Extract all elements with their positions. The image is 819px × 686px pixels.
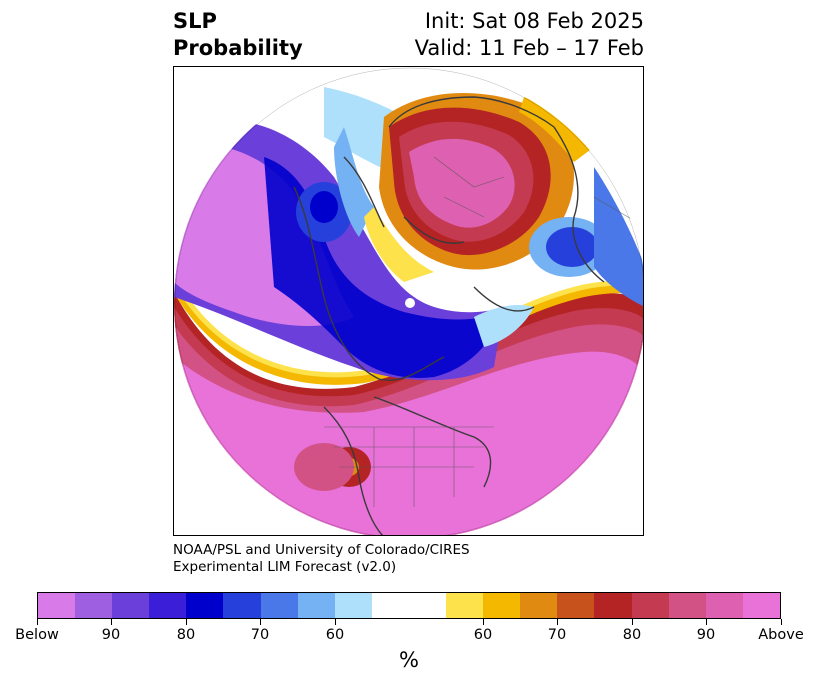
colorbar-swatch [149, 593, 187, 618]
colorbar-swatch [297, 593, 335, 618]
colorbar-tick [335, 619, 336, 625]
colorbar-swatch [38, 593, 76, 618]
credit-line-1: NOAA/PSL and University of Colorado/CIRE… [173, 542, 470, 558]
colorbar-tick-label: Below [15, 627, 59, 643]
colorbar-tick-label: 60 [473, 627, 493, 643]
colorbar-tick [632, 619, 633, 625]
colorbar-swatch [483, 593, 521, 618]
colorbar-tick [186, 619, 187, 625]
colorbar-swatch [594, 593, 632, 618]
data-credit: NOAA/PSL and University of Colorado/CIRE… [173, 542, 470, 576]
forecast-dates: Init: Sat 08 Feb 2025 Valid: 11 Feb – 17… [415, 8, 644, 62]
colorbar-swatch [668, 593, 706, 618]
colorbar-tick [557, 619, 558, 625]
credit-line-2: Experimental LIM Forecast (v2.0) [173, 559, 397, 575]
colorbar-swatch [112, 593, 150, 618]
colorbar-tick [260, 619, 261, 625]
colorbar-swatch [408, 593, 447, 618]
colorbar-swatch [631, 593, 669, 618]
init-date: Init: Sat 08 Feb 2025 [424, 9, 644, 33]
colorbar-swatch [705, 593, 743, 618]
colorbar-tick [781, 619, 782, 625]
colorbar-swatch [520, 593, 558, 618]
colorbar-swatch [186, 593, 224, 618]
below-blue-core [264, 157, 504, 378]
colorbar-tick [111, 619, 112, 625]
colorbar-tick [483, 619, 484, 625]
above-high-region [174, 351, 643, 535]
colorbar-tick-label: 90 [696, 627, 716, 643]
colorbar-tick-label: Above [758, 627, 804, 643]
colorbar-swatch [371, 593, 409, 618]
polar-map [173, 66, 644, 536]
colorbar [37, 592, 781, 619]
colorbar-tick-label: 90 [101, 627, 121, 643]
title-variable: SLP [173, 9, 217, 33]
map-title: SLP Probability [173, 8, 303, 62]
colorbar-tick-label: 80 [622, 627, 642, 643]
colorbar-swatch [223, 593, 261, 618]
colorbar-tick-label: 60 [325, 627, 345, 643]
colorbar-tick [37, 619, 38, 625]
colorbar-swatch [260, 593, 298, 618]
title-type: Probability [173, 36, 303, 60]
colorbar-swatch [446, 593, 484, 618]
colorbar-tick-label: 80 [176, 627, 196, 643]
borders [324, 156, 643, 507]
colorbar-swatch [75, 593, 113, 618]
colorbar-swatch [334, 593, 372, 618]
coastlines [293, 96, 605, 535]
colorbar-swatch [557, 593, 595, 618]
colorbar-swatch [742, 593, 780, 618]
colorbar-tick-label: 70 [547, 627, 567, 643]
colorbar-tick-label: 70 [250, 627, 270, 643]
colorbar-tick [706, 619, 707, 625]
probability-field [174, 67, 643, 535]
colorbar-unit: % [399, 648, 419, 672]
valid-range: Valid: 11 Feb – 17 Feb [414, 36, 644, 60]
